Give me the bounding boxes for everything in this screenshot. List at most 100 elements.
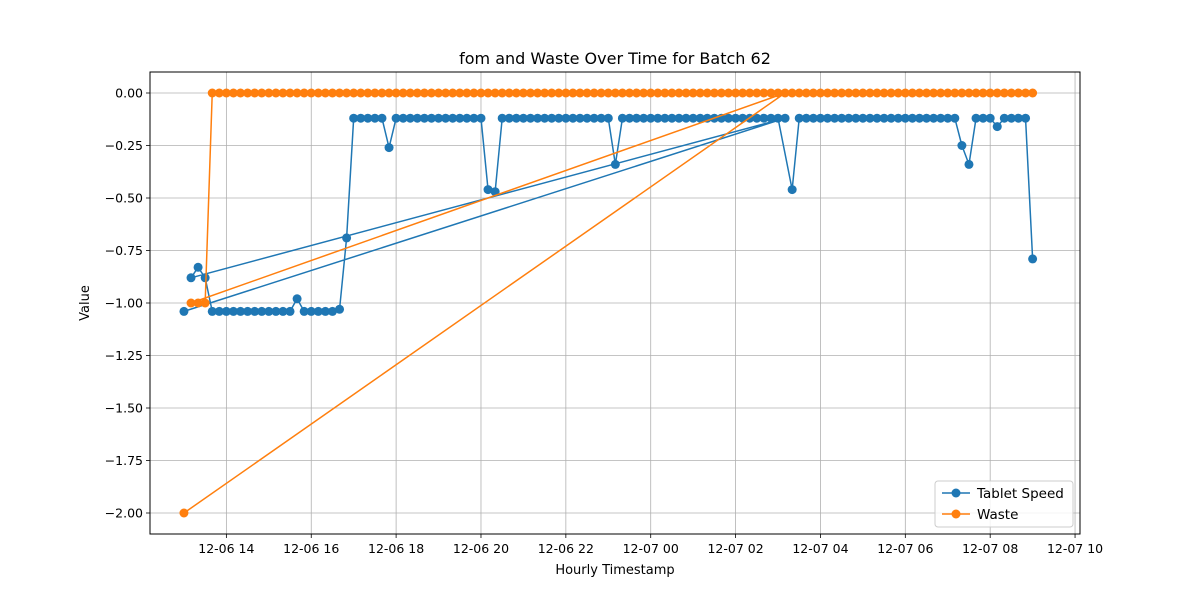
data-point-tablet-speed bbox=[794, 113, 804, 123]
data-point-tablet-speed bbox=[731, 113, 741, 123]
data-point-tablet-speed bbox=[504, 113, 514, 123]
data-point-tablet-speed bbox=[780, 113, 790, 123]
data-point-waste bbox=[971, 88, 981, 98]
data-point-waste bbox=[759, 88, 769, 98]
data-point-tablet-speed bbox=[243, 306, 253, 316]
data-point-waste bbox=[610, 88, 620, 98]
data-point-waste bbox=[207, 88, 217, 98]
x-tick-label: 12-07 08 bbox=[962, 541, 1018, 556]
data-point-tablet-speed bbox=[1021, 113, 1031, 123]
data-point-tablet-speed bbox=[907, 113, 917, 123]
data-point-tablet-speed bbox=[808, 113, 818, 123]
data-point-waste bbox=[313, 88, 323, 98]
data-point-tablet-speed bbox=[419, 113, 429, 123]
data-point-waste bbox=[893, 88, 903, 98]
data-point-tablet-speed bbox=[469, 113, 479, 123]
data-point-waste bbox=[497, 88, 507, 98]
data-point-waste bbox=[426, 88, 436, 98]
data-point-waste bbox=[320, 88, 330, 98]
data-point-tablet-speed bbox=[943, 113, 953, 123]
data-point-waste bbox=[271, 88, 281, 98]
data-point-waste bbox=[837, 88, 847, 98]
data-point-tablet-speed bbox=[483, 185, 493, 195]
legend-marker-waste bbox=[951, 509, 961, 519]
data-point-tablet-speed bbox=[632, 113, 642, 123]
data-point-waste bbox=[745, 88, 755, 98]
data-point-tablet-speed bbox=[610, 159, 620, 169]
series-layer bbox=[179, 88, 1038, 518]
y-tick-label: −1.25 bbox=[105, 348, 143, 363]
data-point-waste bbox=[356, 88, 366, 98]
data-point-tablet-speed bbox=[292, 294, 302, 304]
data-point-tablet-speed bbox=[688, 113, 698, 123]
data-point-tablet-speed bbox=[844, 113, 854, 123]
x-tick-label: 12-06 22 bbox=[538, 541, 594, 556]
data-point-waste bbox=[731, 88, 741, 98]
data-point-waste bbox=[448, 88, 458, 98]
data-point-waste bbox=[568, 88, 578, 98]
y-tick-label: −0.25 bbox=[105, 138, 143, 153]
data-point-waste bbox=[752, 88, 762, 98]
x-axis-ticks: 12-06 14 12-06 16 12-06 18 12-06 20 12-06 22… bbox=[198, 534, 1103, 556]
data-point-waste bbox=[851, 88, 861, 98]
y-tick-label: −1.75 bbox=[105, 453, 143, 468]
data-point-tablet-speed bbox=[625, 113, 634, 123]
plot-frame bbox=[149, 71, 1081, 535]
data-point-waste bbox=[957, 88, 967, 98]
data-point-waste bbox=[667, 88, 677, 98]
data-point-tablet-speed bbox=[660, 113, 670, 123]
data-point-waste bbox=[257, 88, 267, 98]
data-point-waste bbox=[780, 88, 790, 98]
data-point-tablet-speed bbox=[978, 113, 988, 123]
data-point-waste bbox=[228, 88, 238, 98]
data-point-waste bbox=[992, 88, 1002, 98]
data-point-tablet-speed bbox=[327, 306, 337, 316]
data-point-waste bbox=[914, 88, 924, 98]
y-tick-label: −1.50 bbox=[105, 401, 143, 416]
data-point-tablet-speed bbox=[186, 273, 196, 283]
data-point-waste bbox=[455, 88, 465, 98]
data-point-tablet-speed bbox=[384, 143, 394, 153]
data-point-waste bbox=[250, 88, 260, 98]
data-point-tablet-speed bbox=[554, 113, 564, 123]
data-point-waste bbox=[709, 88, 719, 98]
data-point-waste bbox=[660, 88, 670, 98]
legend: Tablet Speed Waste bbox=[934, 480, 1074, 528]
data-point-waste bbox=[943, 88, 953, 98]
data-point-tablet-speed bbox=[179, 306, 189, 316]
data-point-tablet-speed bbox=[773, 113, 783, 123]
data-point-tablet-speed bbox=[228, 306, 238, 316]
data-point-waste bbox=[900, 88, 910, 98]
data-point-tablet-speed bbox=[278, 306, 288, 316]
data-point-tablet-speed bbox=[603, 113, 613, 123]
data-point-waste bbox=[830, 88, 840, 98]
data-point-tablet-speed bbox=[221, 306, 231, 316]
data-point-tablet-speed bbox=[837, 113, 847, 123]
x-tick-label: 12-06 16 bbox=[283, 541, 339, 556]
data-point-tablet-speed bbox=[929, 113, 939, 123]
data-point-tablet-speed bbox=[801, 113, 811, 123]
data-point-waste bbox=[674, 88, 684, 98]
data-point-tablet-speed bbox=[525, 113, 535, 123]
series-waste bbox=[179, 88, 1038, 518]
data-point-waste bbox=[398, 88, 408, 98]
data-point-waste bbox=[978, 88, 988, 98]
data-point-waste bbox=[716, 88, 726, 98]
data-point-tablet-speed bbox=[596, 113, 606, 123]
data-point-tablet-speed bbox=[193, 262, 203, 272]
data-point-waste bbox=[922, 88, 932, 98]
data-point-waste bbox=[299, 88, 309, 98]
x-axis-label: Hourly Timestamp bbox=[555, 563, 674, 578]
y-axis-label: Value bbox=[78, 285, 93, 321]
data-point-waste bbox=[483, 88, 493, 98]
y-tick-label: −1.00 bbox=[105, 296, 143, 311]
data-point-tablet-speed bbox=[872, 113, 882, 123]
data-point-tablet-speed bbox=[349, 113, 359, 123]
data-point-waste bbox=[327, 88, 337, 98]
data-point-waste bbox=[342, 88, 352, 98]
data-point-tablet-speed bbox=[879, 113, 889, 123]
data-point-waste bbox=[773, 88, 783, 98]
x-tick-label: 12-07 04 bbox=[792, 541, 848, 556]
x-tick-label: 12-07 02 bbox=[707, 541, 763, 556]
data-point-waste bbox=[412, 88, 422, 98]
